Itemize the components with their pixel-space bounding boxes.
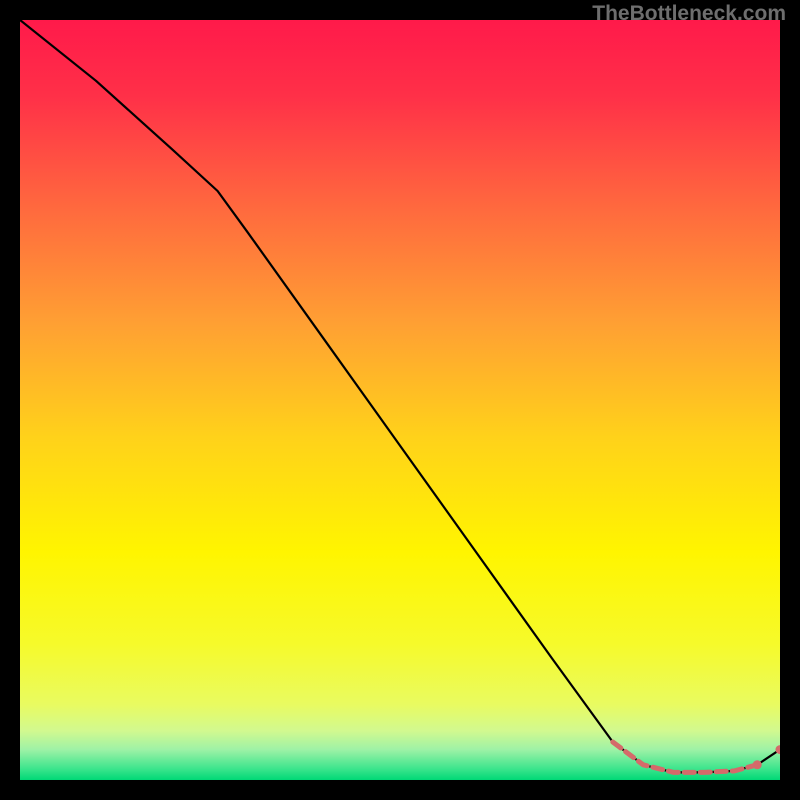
watermark-text: TheBottleneck.com [592, 2, 786, 26]
chart-stage: TheBottleneck.com [0, 0, 800, 800]
plot-area [20, 20, 780, 780]
chart-svg [20, 20, 780, 780]
chart-background [20, 20, 780, 780]
marker-point [753, 760, 762, 769]
